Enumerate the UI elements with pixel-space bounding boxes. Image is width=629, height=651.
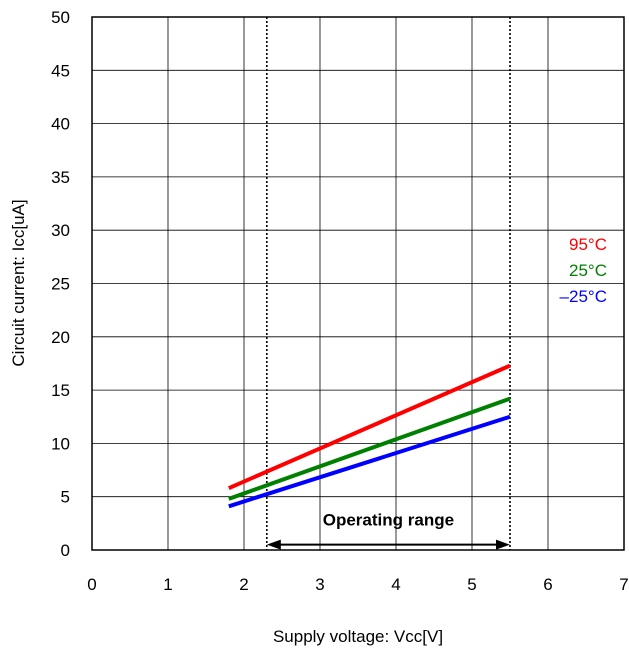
x-tick-label: 7	[619, 575, 628, 594]
y-tick-label: 15	[51, 381, 70, 400]
legend: 95°C 25°C –25°C	[560, 235, 607, 306]
operating-range-label: Operating range	[323, 510, 454, 529]
x-axis-label: Supply voltage: Vcc[V]	[273, 627, 443, 646]
x-tick-label: 6	[543, 575, 552, 594]
grid	[92, 17, 624, 550]
y-tick-label: 0	[61, 541, 70, 560]
range-arrow-head-left	[266, 539, 281, 550]
x-tick-labels: 0 1 2 3 4 5 6 7	[87, 575, 628, 594]
x-tick-label: 5	[467, 575, 476, 594]
x-tick-label: 3	[315, 575, 324, 594]
y-tick-labels: 0 5 10 15 20 25 30 35 40 45 50	[51, 8, 70, 560]
y-tick-label: 50	[51, 8, 70, 27]
y-tick-label: 5	[61, 488, 70, 507]
series-line	[228, 396, 511, 501]
y-tick-label: 10	[51, 434, 70, 453]
y-tick-label: 40	[51, 115, 70, 134]
y-tick-label: 30	[51, 221, 70, 240]
legend-item: 25°C	[569, 261, 607, 280]
y-tick-label: 45	[51, 61, 70, 80]
series-group	[228, 363, 511, 509]
x-tick-label: 4	[391, 575, 400, 594]
legend-item: 95°C	[569, 235, 607, 254]
y-tick-label: 25	[51, 275, 70, 294]
x-tick-label: 1	[163, 575, 172, 594]
y-tick-label: 35	[51, 168, 70, 187]
y-tick-label: 20	[51, 328, 70, 347]
operating-range-arrow	[266, 539, 510, 550]
range-arrow-head-right	[496, 539, 510, 550]
series-line	[228, 363, 511, 491]
series-line	[228, 414, 511, 509]
x-tick-label: 0	[87, 575, 96, 594]
operating-range-lines	[265, 17, 511, 550]
x-tick-label: 2	[239, 575, 248, 594]
y-axis-label: Circuit current: Icc[uA]	[9, 199, 28, 366]
legend-item: –25°C	[560, 287, 607, 306]
